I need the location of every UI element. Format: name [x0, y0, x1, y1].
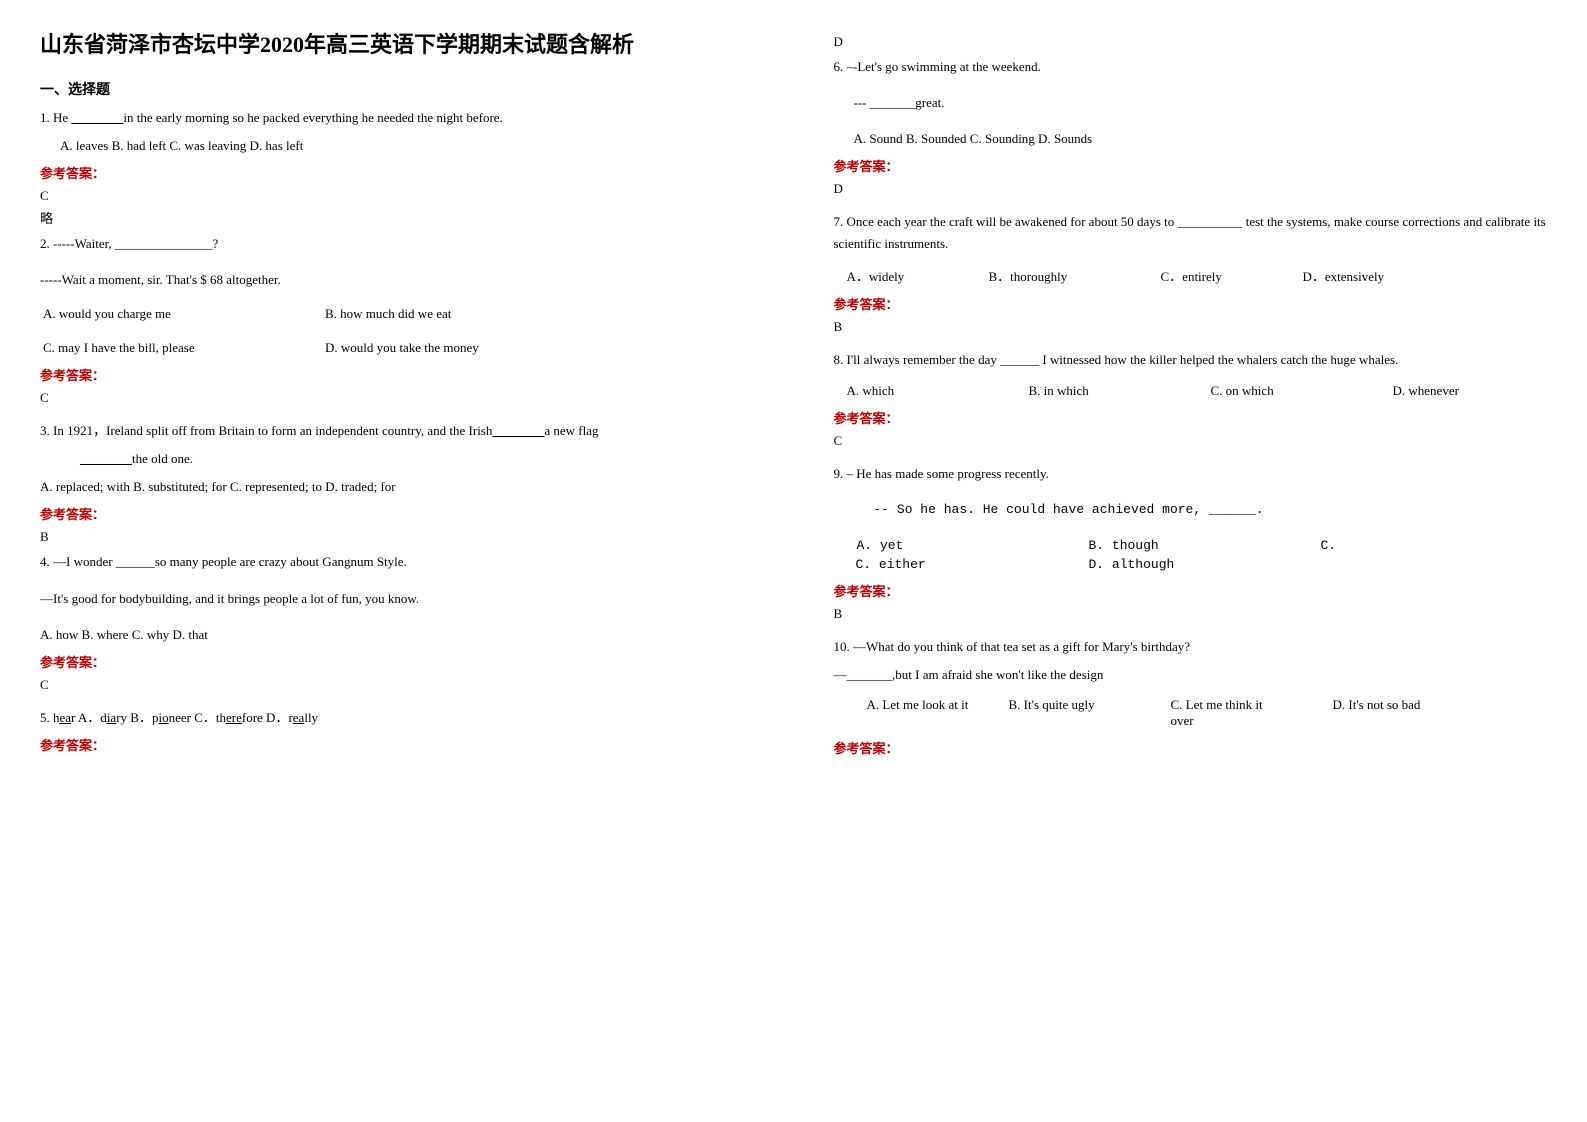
q10-optD: D. It's not so bad: [1332, 696, 1422, 730]
page-title: 山东省菏泽市杏坛中学2020年高三英语下学期期末试题含解析: [40, 30, 754, 61]
q8-optB: B. in which: [1028, 382, 1208, 400]
q5-stem: 5. hear A．diary B．pioneer C．therefore D．…: [40, 707, 754, 729]
q5-u3: io: [158, 710, 168, 725]
q8-opts: A. which B. in which C. on which D. when…: [844, 380, 1501, 402]
section-header: 一、选择题: [40, 79, 754, 99]
q2-stem: 2. -----Waiter, _______________?: [40, 233, 754, 255]
q8-optC: C. on which: [1210, 382, 1390, 400]
q4-line2: —It's good for bodybuilding, and it brin…: [40, 588, 754, 610]
q10-answer-label: 参考答案：: [834, 738, 1548, 757]
q3-pre: 3. In 1921，Ireland split off from Britai…: [40, 423, 492, 438]
q10-optB: B. It's quite ugly: [1008, 696, 1168, 730]
q3-post: a new flag: [544, 423, 598, 438]
q2-optB: B. how much did we eat: [324, 305, 491, 323]
q3-blank1: ________: [492, 423, 544, 438]
q3-answer-label: 参考答案：: [40, 504, 754, 523]
q5-m1: r A．d: [71, 710, 107, 725]
q6-answer: D: [834, 181, 1548, 197]
q4-stem: 4. —I wonder ______so many people are cr…: [40, 551, 754, 573]
q5-u2: ia: [107, 710, 116, 725]
q1-pre: 1. He: [40, 110, 71, 125]
q1-blank: ________: [71, 110, 123, 125]
q2-opts-row2: C. may I have the bill, please D. would …: [40, 337, 521, 359]
q7-answer: B: [834, 319, 1548, 335]
q9-answer-label: 参考答案：: [834, 581, 1548, 600]
q10-optA: A. Let me look at it: [866, 696, 1006, 730]
q7-stem: 7. Once each year the craft will be awak…: [834, 211, 1548, 255]
q9-stem: 9. – He has made some progress recently.: [834, 463, 1548, 485]
q4-answer-label: 参考答案：: [40, 652, 754, 671]
q5-answer-label: 参考答案：: [40, 735, 754, 754]
q3-stem: 3. In 1921，Ireland split off from Britai…: [40, 420, 754, 442]
q3-line2-post: the old one.: [132, 451, 193, 466]
q8-stem: 8. I'll always remember the day ______ I…: [834, 349, 1548, 371]
q9-optA: A. yet: [856, 537, 1086, 554]
q5-m3: neer C．th: [169, 710, 226, 725]
q5-answer: D: [834, 34, 1548, 50]
q5-u4: ere: [226, 710, 242, 725]
q9-optC-letter: C.: [1320, 537, 1338, 554]
q10-optC-l2: over: [1171, 713, 1329, 729]
q3-line2: ________the old one.: [80, 448, 754, 470]
q1-opts: A. leaves B. had left C. was leaving D. …: [60, 135, 754, 157]
q8-answer: C: [834, 433, 1548, 449]
q6-line2: --- _______great.: [854, 92, 1548, 114]
q1-answer: C: [40, 188, 754, 204]
q1-note: 略: [40, 208, 754, 227]
q7-optD: D．extensively: [1302, 265, 1425, 286]
q9-line2: -- So he has. He could have achieved mor…: [874, 499, 1548, 521]
q2-optA: A. would you charge me: [42, 305, 322, 323]
q6-opts: A. Sound B. Sounded C. Sounding D. Sound…: [854, 128, 1548, 150]
q3-blank2: ________: [80, 451, 132, 466]
q7-optC: C．entirely: [1160, 265, 1300, 286]
q2-answer: C: [40, 390, 754, 406]
q7-optB: B．thoroughly: [988, 265, 1158, 286]
q5-u1: ea: [60, 710, 72, 725]
q7-answer-label: 参考答案：: [834, 294, 1548, 313]
q3-opts: A. replaced; with B. substituted; for C.…: [40, 476, 754, 498]
q8-answer-label: 参考答案：: [834, 408, 1548, 427]
q6-stem: 6. –-Let's go swimming at the weekend.: [834, 56, 1548, 78]
q9-optD: D. although: [1088, 556, 1318, 573]
q2-optD: D. would you take the money: [324, 339, 519, 357]
q3-answer: B: [40, 529, 754, 545]
q4-opts: A. how B. where C. why D. that: [40, 624, 754, 646]
q8-optA: A. which: [846, 382, 1026, 400]
q6-answer-label: 参考答案：: [834, 156, 1548, 175]
q2-line2: -----Wait a moment, sir. That's $ 68 alt…: [40, 269, 754, 291]
q5-pre: 5. h: [40, 710, 60, 725]
q1-answer-label: 参考答案：: [40, 163, 754, 182]
q10-opts: A. Let me look at it B. It's quite ugly …: [864, 694, 1424, 732]
q5-m2: ry B．p: [116, 710, 158, 725]
q1-post: in the early morning so he packed everyt…: [123, 110, 502, 125]
q10-line2: —_______,but I am afraid she won't like …: [834, 664, 1548, 686]
q1-stem: 1. He ________in the early morning so he…: [40, 107, 754, 129]
q9-answer: B: [834, 606, 1548, 622]
q5-u5: ea: [293, 710, 305, 725]
q2-opts-row1: A. would you charge me B. how much did w…: [40, 303, 493, 325]
q7-opts: A．widely B．thoroughly C．entirely D．exten…: [844, 263, 1427, 288]
q2-optC: C. may I have the bill, please: [42, 339, 322, 357]
q9-opts: A. yet B. though C. C. either D. althoug…: [854, 535, 1340, 575]
q9-optB: B. though: [1088, 537, 1318, 554]
q7-optA: A．widely: [846, 265, 986, 286]
q9-optC: C. either: [856, 556, 1086, 573]
q10-optC-l1: C. Let me think it: [1171, 697, 1329, 713]
q2-answer-label: 参考答案：: [40, 365, 754, 384]
q4-answer: C: [40, 677, 754, 693]
q5-post: lly: [304, 710, 318, 725]
q10-stem: 10. —What do you think of that tea set a…: [834, 636, 1548, 658]
q8-optD: D. whenever: [1392, 382, 1499, 400]
q5-m4: fore D．r: [242, 710, 293, 725]
